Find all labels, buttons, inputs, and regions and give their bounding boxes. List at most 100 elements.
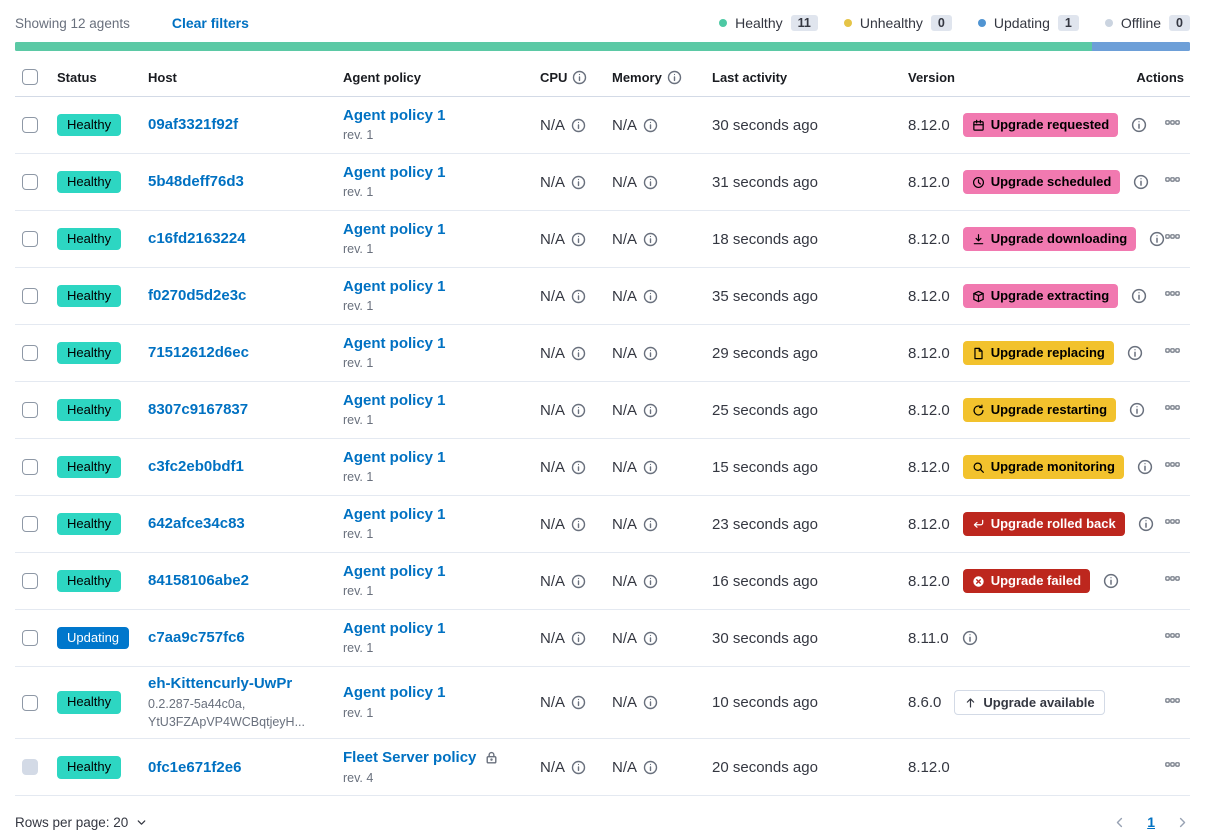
host-link[interactable]: f0270d5d2e3c (148, 287, 247, 305)
info-icon[interactable] (1138, 516, 1154, 532)
info-icon[interactable] (1137, 459, 1153, 475)
info-icon[interactable] (572, 70, 587, 85)
agent-actions-button[interactable] (1161, 624, 1184, 652)
info-icon[interactable] (643, 232, 658, 247)
host-link[interactable]: c7aa9c757fc6 (148, 629, 245, 647)
row-checkbox[interactable] (22, 288, 38, 304)
chevron-down-icon (135, 816, 148, 829)
host-link[interactable]: c16fd2163224 (148, 230, 246, 248)
row-checkbox[interactable] (22, 630, 38, 646)
agent-actions-button[interactable] (1161, 567, 1184, 595)
rows-per-page-button[interactable]: Rows per page: 20 (15, 815, 148, 830)
info-icon[interactable] (643, 175, 658, 190)
policy-link[interactable]: Agent policy 1 (343, 163, 446, 181)
host-link[interactable]: 0fc1e671f2e6 (148, 758, 242, 776)
info-icon[interactable] (571, 460, 586, 475)
page-number-button[interactable]: 1 (1147, 814, 1155, 831)
agent-actions-button[interactable] (1161, 339, 1184, 367)
cell-last-activity: 31 seconds ago (712, 174, 908, 191)
policy-link[interactable]: Agent policy 1 (343, 277, 446, 295)
info-icon[interactable] (571, 631, 586, 646)
boxes-horizontal-icon (1165, 757, 1180, 772)
host-link[interactable]: 71512612d6ec (148, 344, 249, 362)
host-link[interactable]: 5b48deff76d3 (148, 173, 244, 191)
column-header-label: Memory (612, 70, 682, 85)
chevron-left-icon-previous-page[interactable] (1112, 815, 1127, 830)
info-icon[interactable] (571, 760, 586, 775)
info-icon[interactable] (1133, 174, 1149, 190)
host-link[interactable]: eh-Kittencurly-UwPr (148, 675, 293, 692)
info-icon[interactable] (1129, 402, 1145, 418)
info-icon[interactable] (643, 517, 658, 532)
agent-actions-button[interactable] (1161, 168, 1184, 196)
policy-link[interactable]: Agent policy 1 (343, 106, 446, 124)
row-checkbox[interactable] (22, 459, 38, 475)
info-icon[interactable] (643, 118, 658, 133)
version-value: 8.12.0 (908, 401, 950, 419)
info-icon[interactable] (643, 695, 658, 710)
clear-filters-button[interactable]: Clear filters (171, 15, 249, 31)
row-checkbox[interactable] (22, 231, 38, 247)
agent-actions-button[interactable] (1161, 689, 1184, 717)
info-icon[interactable] (643, 460, 658, 475)
policy-link[interactable]: Agent policy 1 (343, 619, 446, 637)
agent-actions-button[interactable] (1161, 753, 1184, 781)
info-icon[interactable] (643, 289, 658, 304)
info-icon[interactable] (571, 403, 586, 418)
info-icon[interactable] (571, 346, 586, 361)
info-icon[interactable] (643, 631, 658, 646)
row-checkbox[interactable] (22, 345, 38, 361)
info-icon[interactable] (571, 289, 586, 304)
row-checkbox[interactable] (22, 516, 38, 532)
cell-checkbox (15, 231, 57, 247)
policy-link[interactable]: Agent policy 1 (343, 684, 446, 702)
agent-actions-button[interactable] (1161, 396, 1184, 424)
info-icon[interactable] (962, 630, 978, 646)
info-icon[interactable] (571, 695, 586, 710)
row-checkbox[interactable] (22, 402, 38, 418)
cpu-value: N/A (540, 458, 566, 476)
row-checkbox[interactable] (22, 573, 38, 589)
policy-link[interactable]: Agent policy 1 (343, 334, 446, 352)
cell-version: 8.6.0 Upgrade available (908, 690, 1150, 716)
row-checkbox[interactable] (22, 117, 38, 133)
info-icon[interactable] (1131, 117, 1147, 133)
info-icon[interactable] (643, 574, 658, 589)
policy-link[interactable]: Fleet Server policy (343, 749, 477, 767)
agent-actions-button[interactable] (1161, 111, 1184, 139)
row-checkbox[interactable] (22, 174, 38, 190)
info-icon[interactable] (571, 118, 586, 133)
host-link[interactable]: 84158106abe2 (148, 572, 249, 590)
info-icon[interactable] (667, 70, 682, 85)
row-checkbox (22, 759, 38, 776)
info-icon[interactable] (1131, 288, 1147, 304)
policy-link[interactable]: Agent policy 1 (343, 562, 446, 580)
host-link[interactable]: 09af3321f92f (148, 116, 239, 134)
chevron-right-icon-next-page[interactable] (1175, 815, 1190, 830)
host-link[interactable]: c3fc2eb0bdf1 (148, 458, 244, 476)
info-icon[interactable] (1127, 345, 1143, 361)
info-icon[interactable] (1149, 231, 1165, 247)
select-all-checkbox[interactable] (22, 69, 38, 85)
agent-actions-button[interactable] (1161, 510, 1184, 538)
cell-memory: N/A (612, 174, 712, 191)
info-icon[interactable] (643, 403, 658, 418)
agent-actions-button[interactable] (1161, 225, 1184, 253)
info-icon[interactable] (643, 346, 658, 361)
info-icon[interactable] (571, 232, 586, 247)
row-checkbox[interactable] (22, 694, 38, 711)
info-icon[interactable] (571, 517, 586, 532)
info-icon[interactable] (1103, 573, 1119, 589)
agent-actions-button[interactable] (1161, 282, 1184, 310)
policy-link[interactable]: Agent policy 1 (343, 448, 446, 466)
info-icon[interactable] (571, 175, 586, 190)
policy-link[interactable]: Agent policy 1 (343, 220, 446, 238)
policy-link[interactable]: Agent policy 1 (343, 391, 446, 409)
cell-checkbox (15, 630, 57, 646)
host-link[interactable]: 642afce34c83 (148, 515, 245, 533)
info-icon[interactable] (643, 760, 658, 775)
policy-link[interactable]: Agent policy 1 (343, 505, 446, 523)
agent-actions-button[interactable] (1161, 453, 1184, 481)
host-link[interactable]: 8307c9167837 (148, 401, 249, 419)
info-icon[interactable] (571, 574, 586, 589)
